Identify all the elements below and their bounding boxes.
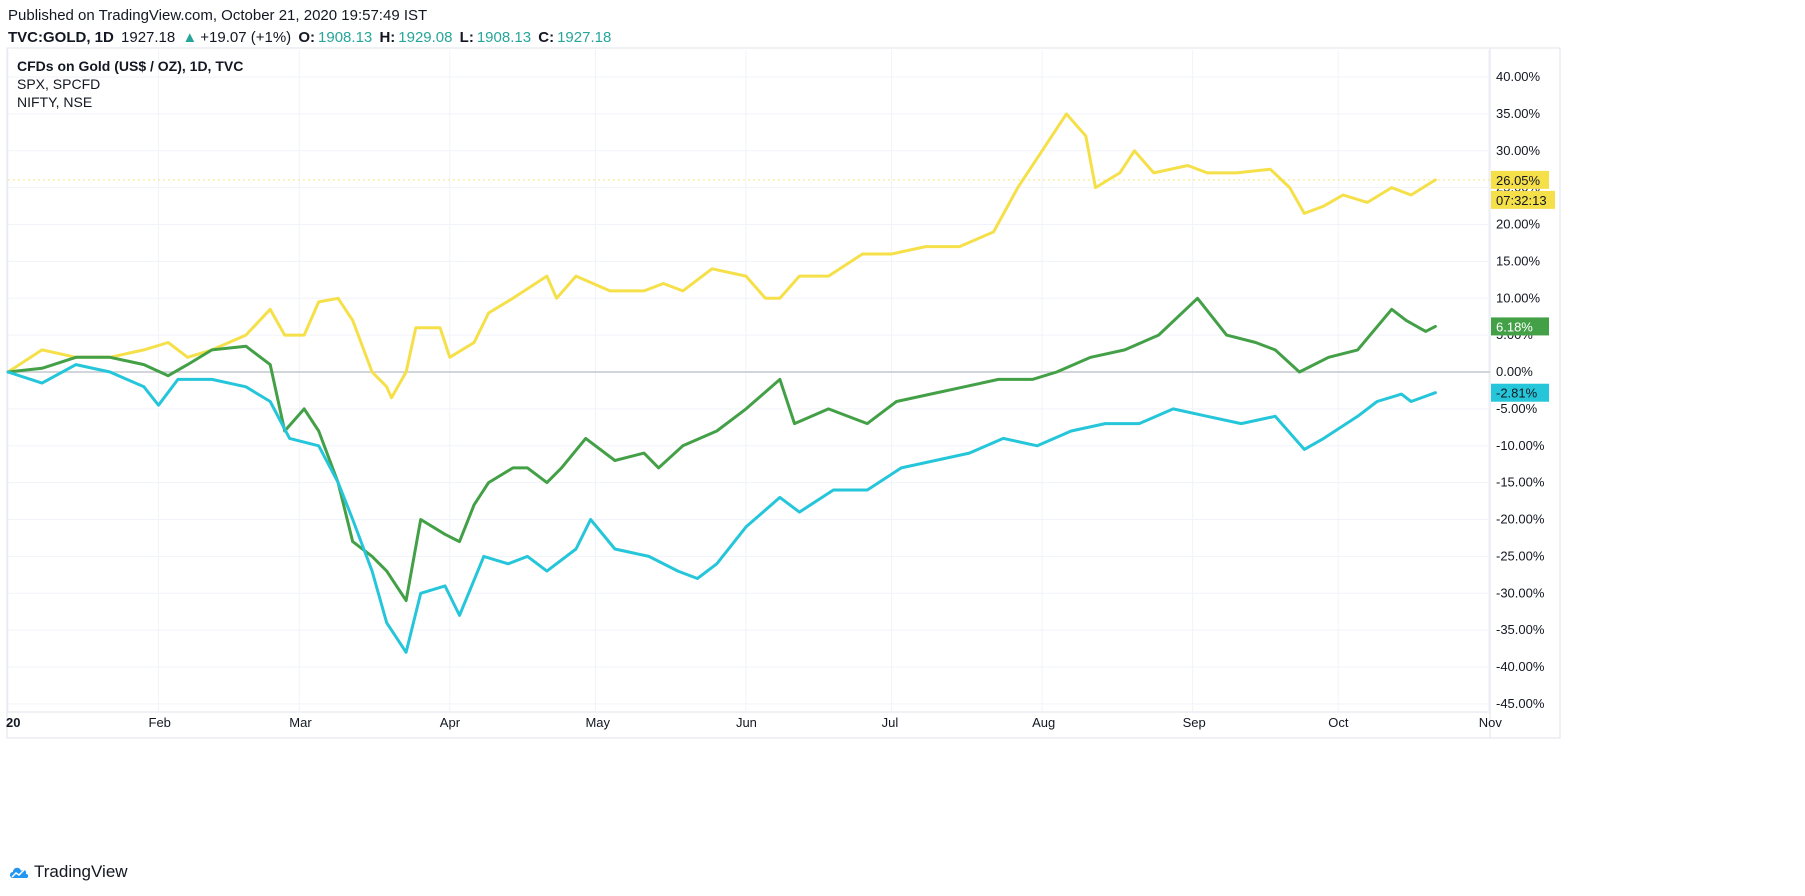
price-change: +19.07 (+1%) [200, 29, 292, 46]
tradingview-logo[interactable]: TradingView [8, 862, 128, 882]
x-tick-label: Sep [1183, 715, 1206, 730]
y-tick-label: -40.00% [1496, 659, 1545, 674]
high-value: 1929.08 [398, 29, 453, 46]
y-tick-label: 35.00% [1496, 106, 1541, 121]
close-value: 1927.18 [557, 29, 612, 46]
gold-line [6, 112, 1437, 400]
low-value: 1908.13 [476, 29, 532, 46]
x-tick-label: Jun [736, 715, 757, 730]
x-tick-label: Oct [1328, 715, 1349, 730]
y-tick-label: -10.00% [1496, 438, 1545, 453]
y-tick-label: -25.00% [1496, 548, 1545, 563]
y-tick-label: 40.00% [1496, 69, 1541, 84]
countdown-text: 07:32:13 [1496, 193, 1547, 208]
y-tick-label: 0.00% [1496, 364, 1533, 379]
y-tick-label: -30.00% [1496, 585, 1545, 600]
nifty-line [6, 363, 1437, 654]
y-tick-label: 15.00% [1496, 253, 1541, 268]
tradingview-brand: TradingView [34, 862, 128, 881]
spx-last-badge [1491, 317, 1549, 336]
low-label: L: [459, 29, 474, 46]
x-tick-label: Nov [1479, 715, 1503, 730]
symbol-info-line: TVC:GOLD, 1D 1927.18 ▲ +19.07 (+1%) O: 190… [8, 29, 614, 46]
open-value: 1908.13 [318, 29, 373, 46]
nifty-last-badge-text: -2.81% [1496, 386, 1538, 401]
y-tick-label: -45.00% [1496, 696, 1545, 711]
y-tick-label: -35.00% [1496, 622, 1545, 637]
spx-line [6, 296, 1437, 603]
open-label: O: [298, 29, 316, 46]
symbol-label[interactable]: TVC:GOLD, 1D [8, 29, 114, 46]
gold-last-badge [1491, 170, 1549, 189]
tradingview-cloud-icon [10, 867, 29, 878]
legend-nifty: NIFTY, NSE [17, 94, 92, 110]
legend-main: CFDs on Gold (US$ / OZ), 1D, TVC [17, 58, 243, 74]
x-tick-label: Apr [440, 715, 461, 730]
y-tick-label: -20.00% [1496, 512, 1545, 527]
high-label: H: [379, 29, 396, 46]
gold-last-badge-text: 26.05% [1496, 173, 1541, 188]
x-tick-label: 20 [6, 715, 20, 730]
chart-frame [6, 47, 1561, 739]
x-tick-label: Mar [289, 715, 312, 730]
x-tick-label: Feb [149, 715, 171, 730]
x-tick-label: Jul [882, 715, 899, 730]
last-price: 1927.18 [121, 29, 176, 46]
y-tick-label: 30.00% [1496, 143, 1541, 158]
y-tick-label: -15.00% [1496, 475, 1545, 490]
x-tick-label: Aug [1032, 715, 1055, 730]
y-tick-label: 20.00% [1496, 217, 1541, 232]
up-arrow-icon: ▲ [182, 29, 198, 46]
legend-spx: SPX, SPCFD [17, 76, 100, 92]
y-tick-label: -5.00% [1496, 401, 1538, 416]
spx-last-badge-text: 6.18% [1496, 319, 1533, 334]
countdown-badge [1491, 190, 1555, 209]
y-tick-label: 10.00% [1496, 290, 1541, 305]
published-line: Published on TradingView.com, October 21… [8, 7, 428, 24]
close-label: C: [538, 29, 555, 46]
nifty-last-badge [1491, 383, 1549, 402]
x-tick-label: May [585, 715, 610, 730]
